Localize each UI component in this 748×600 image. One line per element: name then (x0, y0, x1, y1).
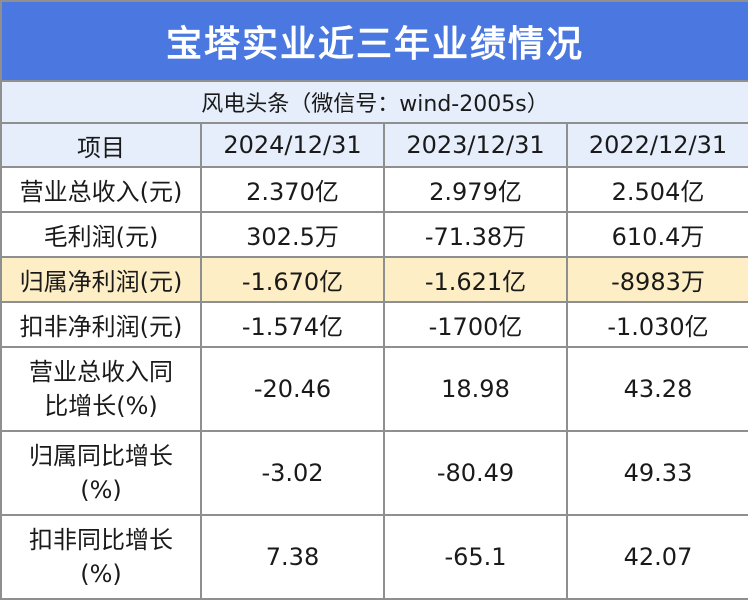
cell: -1.574亿 (200, 301, 385, 348)
table-row: 营业总收入同 比增长(%) -20.46 18.98 43.28 (0, 346, 748, 432)
cell: 49.33 (565, 430, 748, 516)
cell: -8983万 (565, 256, 748, 303)
cell: 43.28 (565, 346, 748, 432)
table-row: 归属同比增长 (%) -3.02 -80.49 49.33 (0, 430, 748, 516)
row-label-line: (%) (80, 560, 122, 588)
cell: -1.621亿 (383, 256, 568, 303)
row-label-line: 扣非同比增长 (29, 526, 173, 554)
cell: -3.02 (200, 430, 385, 516)
row-label: 扣非同比增长 (%) (0, 514, 202, 600)
row-label-line: 比增长(%) (44, 392, 158, 420)
cell: -71.38万 (383, 211, 568, 258)
cell: -20.46 (200, 346, 385, 432)
row-label: 扣非净利润(元) (0, 301, 202, 348)
cell: 610.4万 (565, 211, 748, 258)
table-row-highlighted: 归属净利润(元) -1.670亿 -1.621亿 -8983万 (0, 256, 748, 303)
cell: -80.49 (383, 430, 568, 516)
row-label: 归属同比增长 (%) (0, 430, 202, 516)
header-2023: 2023/12/31 (383, 122, 568, 168)
title-row: 宝塔实业近三年业绩情况 (0, 0, 748, 82)
cell: 42.07 (565, 514, 748, 600)
row-label-line: (%) (80, 476, 122, 504)
cell: 302.5万 (200, 211, 385, 258)
table-title: 宝塔实业近三年业绩情况 (0, 0, 748, 82)
header-2024: 2024/12/31 (200, 122, 385, 168)
cell: -1.030亿 (565, 301, 748, 348)
table-row: 扣非同比增长 (%) 7.38 -65.1 42.07 (0, 514, 748, 600)
row-label: 营业总收入同 比增长(%) (0, 346, 202, 432)
cell: 2.504亿 (565, 166, 748, 213)
row-label: 归属净利润(元) (0, 256, 202, 303)
cell: -65.1 (383, 514, 568, 600)
cell: 7.38 (200, 514, 385, 600)
cell: 2.979亿 (383, 166, 568, 213)
subtitle-row: 风电头条（微信号：wind-2005s） (0, 80, 748, 124)
table-row: 毛利润(元) 302.5万 -71.38万 610.4万 (0, 211, 748, 258)
table-subtitle: 风电头条（微信号：wind-2005s） (0, 80, 748, 124)
header-2022: 2022/12/31 (565, 122, 748, 168)
row-label-line: 归属同比增长 (29, 442, 173, 470)
row-label: 营业总收入(元) (0, 166, 202, 213)
row-label-line: 营业总收入同 (29, 358, 173, 386)
cell: 2.370亿 (200, 166, 385, 213)
header-item: 项目 (0, 122, 202, 168)
table-row: 扣非净利润(元) -1.574亿 -1700亿 -1.030亿 (0, 301, 748, 348)
cell: -1.670亿 (200, 256, 385, 303)
row-label: 毛利润(元) (0, 211, 202, 258)
cell: -1700亿 (383, 301, 568, 348)
header-row: 项目 2024/12/31 2023/12/31 2022/12/31 (0, 122, 748, 168)
table-row: 营业总收入(元) 2.370亿 2.979亿 2.504亿 (0, 166, 748, 213)
cell: 18.98 (383, 346, 568, 432)
